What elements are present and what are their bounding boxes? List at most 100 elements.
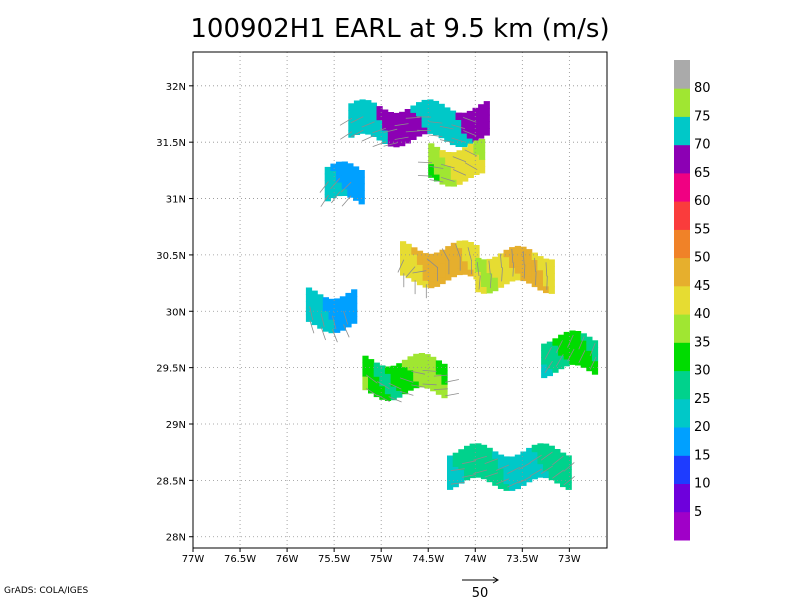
- wind-cell: [432, 100, 440, 109]
- wind-cell: [480, 465, 488, 473]
- wind-vector: [417, 175, 433, 177]
- wind-cell: [432, 127, 440, 136]
- wind-cell: [548, 272, 555, 281]
- wind-cell: [370, 129, 377, 137]
- wind-cell: [348, 123, 355, 131]
- wind-cell: [467, 248, 474, 257]
- chart-title: 100902H1 EARL at 9.5 km (m/s): [190, 14, 610, 44]
- wind-cell: [348, 103, 355, 111]
- wind-vector: [473, 469, 488, 474]
- wind-vector: [422, 383, 437, 386]
- colorbar-swatch: [674, 427, 690, 456]
- wind-cell: [433, 174, 441, 182]
- wind-cell: [422, 273, 429, 281]
- wind-cell: [586, 336, 593, 345]
- wind-cell: [509, 274, 516, 282]
- wind-vector: [534, 257, 536, 272]
- wind-cell: [492, 478, 499, 486]
- wind-cell: [486, 447, 493, 456]
- wind-vector: [578, 350, 586, 363]
- wind-cell: [580, 340, 587, 348]
- wind-cell: [509, 476, 516, 485]
- wind-vector: [473, 455, 488, 461]
- wind-cell: [450, 152, 457, 160]
- wind-cell: [416, 129, 423, 137]
- wind-cell: [399, 132, 406, 140]
- wind-vectors: [309, 116, 597, 488]
- wind-cell: [416, 102, 423, 110]
- wind-cell: [399, 111, 406, 120]
- wind-vector: [372, 127, 387, 134]
- wind-cell: [411, 254, 418, 262]
- wind-cell: [509, 456, 516, 464]
- wind-cell: [591, 360, 599, 368]
- wind-cell: [328, 312, 335, 320]
- wind-cell: [330, 177, 337, 185]
- wind-cell: [396, 363, 403, 371]
- wind-cell: [543, 443, 550, 451]
- wind-vector: [567, 348, 575, 362]
- wind-cell: [347, 170, 354, 178]
- wind-cell: [475, 456, 482, 465]
- wind-cell: [445, 252, 452, 261]
- wind-cell: [472, 114, 479, 122]
- wind-cell: [433, 252, 441, 260]
- wind-vector: [451, 137, 466, 143]
- wind-cell: [520, 267, 527, 275]
- wind-cell: [486, 468, 493, 476]
- wind-cell: [439, 263, 446, 271]
- wind-cell: [387, 132, 394, 140]
- wind-cell: [548, 472, 555, 481]
- wind-cell: [456, 157, 463, 165]
- wind-cell: [376, 133, 383, 141]
- wind-cell: [486, 272, 493, 280]
- wind-cell: [473, 140, 480, 148]
- wind-cell: [531, 252, 538, 260]
- wind-cell: [368, 386, 375, 394]
- wind-vector: [350, 129, 364, 138]
- wind-cell: [324, 173, 331, 181]
- wind-cell: [509, 483, 516, 491]
- wind-cell: [462, 147, 469, 155]
- wind-cell: [382, 129, 389, 138]
- wind-cell: [382, 123, 389, 131]
- wind-cell: [552, 358, 559, 366]
- wind-cell: [322, 324, 329, 332]
- wind-cell: [368, 379, 375, 387]
- wind-cell: [430, 377, 437, 385]
- wind-cell: [445, 246, 452, 254]
- wind-cell: [445, 152, 452, 160]
- wind-cell: [461, 139, 468, 148]
- wind-vector: [433, 388, 448, 390]
- wind-cell: [348, 130, 355, 138]
- wind-vector: [439, 139, 454, 143]
- wind-cell: [368, 372, 375, 380]
- wind-cell: [450, 165, 457, 173]
- wind-cell: [438, 117, 445, 125]
- wind-cell: [462, 260, 469, 269]
- wind-cell: [424, 381, 431, 389]
- wind-cell: [548, 286, 555, 294]
- wind-cell: [328, 305, 335, 313]
- wind-cell: [370, 109, 377, 117]
- wind-cell: [492, 464, 499, 473]
- wind-cell: [405, 264, 412, 272]
- wind-cell: [400, 241, 407, 249]
- wind-cell: [456, 163, 463, 172]
- wind-cell: [486, 258, 493, 267]
- wind-band: [447, 443, 572, 491]
- wind-vector: [552, 469, 564, 479]
- wind-cell: [479, 145, 486, 154]
- wind-cell: [416, 250, 424, 259]
- wind-cell: [368, 365, 375, 374]
- y-tick-label: 31N: [166, 195, 186, 206]
- wind-vector: [464, 149, 478, 157]
- wind-cell: [324, 193, 331, 202]
- wind-cell: [480, 272, 488, 281]
- wind-cell: [393, 119, 400, 127]
- wind-vector: [445, 379, 459, 383]
- wind-cell: [339, 316, 346, 324]
- wind-vector: [488, 260, 491, 275]
- wind-cell: [311, 317, 318, 326]
